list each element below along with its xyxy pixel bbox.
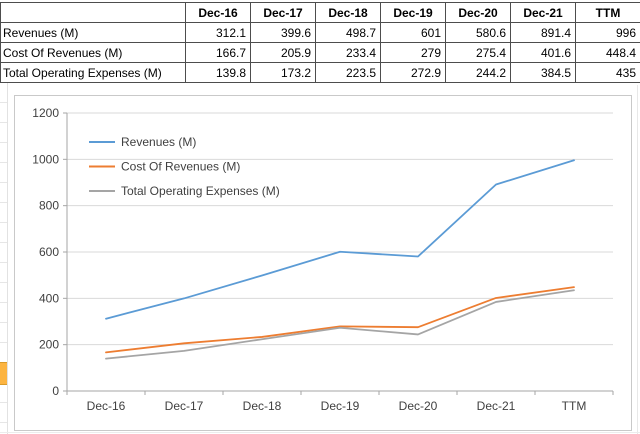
- x-axis-label: Dec-21: [477, 399, 516, 413]
- table-cell[interactable]: 580.6: [445, 22, 511, 43]
- table-cell[interactable]: 384.5: [510, 62, 576, 83]
- row-label[interactable]: Revenues (M): [0, 22, 186, 43]
- table-row: Revenues (M) 312.1 399.6 498.7 601 580.6 891.4…: [0, 22, 640, 43]
- column-header-dec-19[interactable]: Dec-19: [380, 2, 446, 23]
- table-cell[interactable]: 139.8: [185, 62, 251, 83]
- table-cell[interactable]: 498.7: [315, 22, 381, 43]
- x-axis-label: Dec-16: [87, 399, 126, 413]
- financials-table[interactable]: Dec-16 Dec-17 Dec-18 Dec-19 Dec-20 Dec-21 TTM …: [0, 2, 640, 83]
- table-row: Total Operating Expenses (M) 139.8 173.2 22…: [0, 62, 640, 83]
- table-cell[interactable]: 601: [380, 22, 446, 43]
- table-cell[interactable]: 891.4: [510, 22, 576, 43]
- table-cell[interactable]: 275.4: [445, 42, 511, 63]
- y-axis-label: 400: [39, 291, 59, 305]
- y-axis-label: 200: [39, 338, 59, 352]
- row-label[interactable]: Cost Of Revenues (M): [0, 42, 186, 63]
- y-axis-label: 0: [52, 384, 59, 398]
- table-cell[interactable]: 312.1: [185, 22, 251, 43]
- column-header-dec-16[interactable]: Dec-16: [185, 2, 251, 23]
- table-cell[interactable]: 401.6: [510, 42, 576, 63]
- legend-label[interactable]: Cost Of Revenues (M): [121, 160, 240, 174]
- highlighted-cell[interactable]: [0, 362, 7, 385]
- x-axis-label: Dec-20: [399, 399, 438, 413]
- table-header-row: Dec-16 Dec-17 Dec-18 Dec-19 Dec-20 Dec-21 TTM: [0, 2, 640, 23]
- table-cell[interactable]: 448.4: [575, 42, 640, 63]
- series-line-cost-of-revenues-m: [105, 286, 575, 354]
- table-cell[interactable]: 166.7: [185, 42, 251, 63]
- spreadsheet-right-gridline: [637, 85, 638, 434]
- spreadsheet-bottom-gridline: [0, 432, 640, 433]
- legend-label[interactable]: Revenues (M): [121, 135, 196, 149]
- spreadsheet-left-gridlines: [0, 83, 8, 434]
- table-cell[interactable]: 205.9: [250, 42, 316, 63]
- table-cell[interactable]: 272.9: [380, 62, 446, 83]
- series-line-revenues-m: [105, 159, 575, 320]
- table-cell[interactable]: 435: [575, 62, 640, 83]
- y-axis-label: 800: [39, 199, 59, 213]
- x-axis-label: Dec-18: [243, 399, 282, 413]
- x-axis-label: Dec-19: [321, 399, 360, 413]
- column-header-dec-18[interactable]: Dec-18: [315, 2, 381, 23]
- column-header-dec-17[interactable]: Dec-17: [250, 2, 316, 23]
- corner-header-cell[interactable]: [0, 2, 186, 23]
- table-cell[interactable]: 399.6: [250, 22, 316, 43]
- row-label[interactable]: Total Operating Expenses (M): [0, 62, 186, 83]
- table-cell[interactable]: 244.2: [445, 62, 511, 83]
- y-axis-label: 1000: [32, 152, 59, 166]
- y-axis-label: 600: [39, 245, 59, 259]
- table-row: Cost Of Revenues (M) 166.7 205.9 233.4 279 27…: [0, 42, 640, 63]
- column-header-dec-21[interactable]: Dec-21: [510, 2, 576, 23]
- table-cell[interactable]: 223.5: [315, 62, 381, 83]
- legend-label[interactable]: Total Operating Expenses (M): [121, 184, 280, 198]
- table-header: Dec-16 Dec-17 Dec-18 Dec-19 Dec-20 Dec-21 TTM: [0, 2, 640, 23]
- table-cell[interactable]: 279: [380, 42, 446, 63]
- x-axis-label: TTM: [562, 399, 587, 413]
- line-chart[interactable]: 0 200 400 600 800 1000 1200 Dec-16 Dec-17 Dec-18 D…: [14, 95, 632, 431]
- y-axis-label: 1200: [32, 106, 59, 120]
- column-header-ttm[interactable]: TTM: [575, 2, 640, 23]
- table-cell[interactable]: 173.2: [250, 62, 316, 83]
- x-axis-label: Dec-17: [165, 399, 204, 413]
- column-header-dec-20[interactable]: Dec-20: [445, 2, 511, 23]
- table-cell[interactable]: 996: [575, 22, 640, 43]
- series-line-total-operating-expenses-m: [105, 289, 575, 360]
- table-body: Revenues (M) 312.1 399.6 498.7 601 580.6 891.4…: [0, 22, 640, 83]
- table-cell[interactable]: 233.4: [315, 42, 381, 63]
